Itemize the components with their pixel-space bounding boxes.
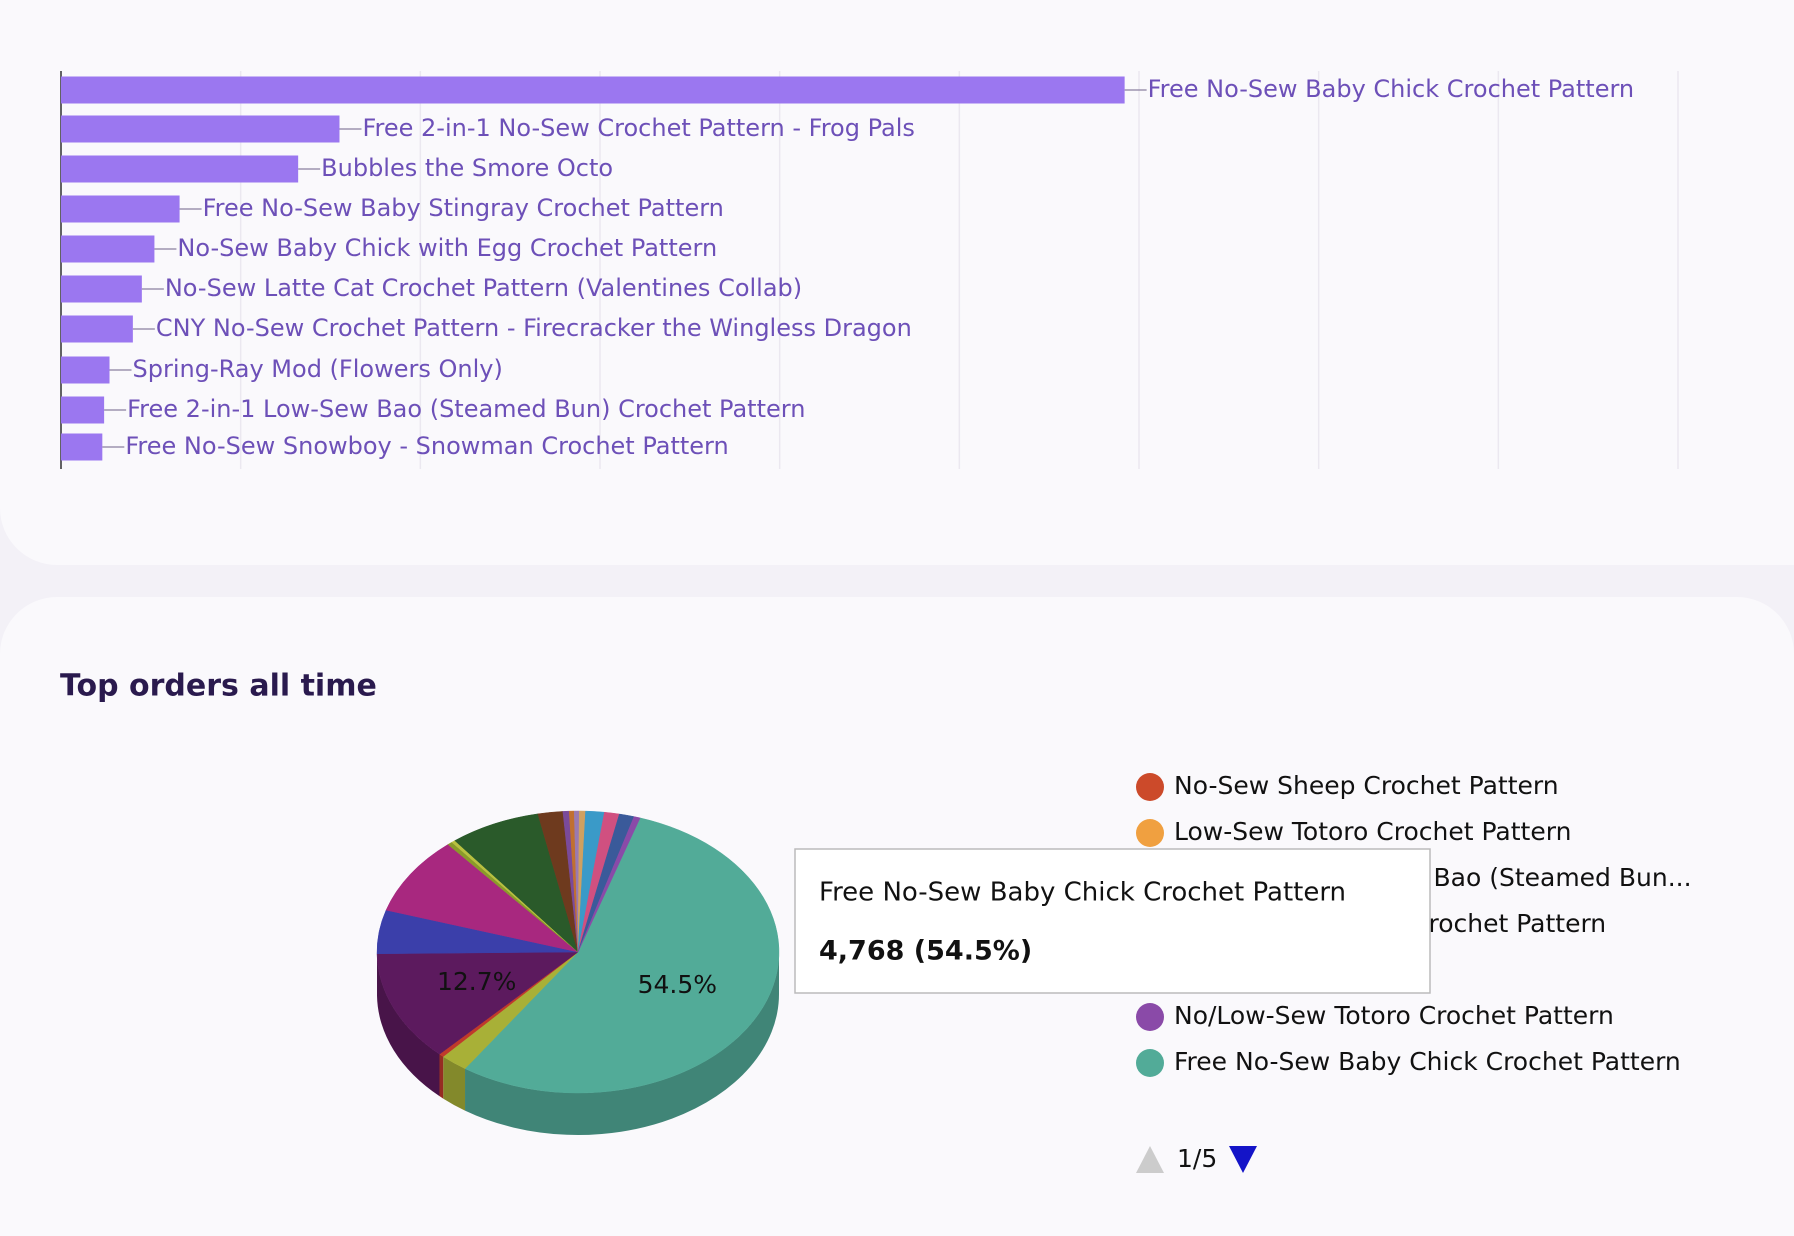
bar [61,115,340,143]
tooltip-title: Free No-Sew Baby Chick Crochet Pattern [819,878,1346,908]
slice[interactable] [577,816,641,953]
bar-label: Bubbles the Smore Octo [321,154,613,182]
bar-label: CNY No-Sew Crochet Pattern - Firecracker… [156,314,912,342]
bar-label: Free No-Sew Snowboy - Snowman Crochet Pa… [125,432,728,460]
legend-label[interactable]: Free No-Sew Baby Chick Crochet Pattern [1174,1047,1681,1076]
bar [61,356,110,384]
pager-text: 1/5 [1177,1144,1217,1173]
pager-down[interactable] [1229,1146,1257,1173]
bar-label: No-Sew Baby Chick with Egg Crochet Patte… [177,234,717,262]
bar-label: Free No-Sew Baby Stingray Crochet Patter… [203,194,724,222]
slice-side [377,953,440,1097]
bar [61,396,105,424]
bar [61,76,1125,104]
legend-label[interactable]: No-Sew Sheep Crochet Pattern [1174,771,1559,800]
tooltip-value: 4,768 (54.5%) [819,936,1032,967]
bar [61,155,299,183]
slice-side [443,1056,466,1111]
bar-label: Free 2-in-1 Low-Sew Bao (Steamed Bun) Cr… [127,395,805,423]
legend-swatch[interactable] [1136,1049,1164,1077]
tooltip-box [794,848,1431,994]
chart-title: Top orders all time [60,669,377,704]
bar-label: Spring-Ray Mod (Flowers Only) [133,355,503,383]
top-card [0,0,1794,565]
bar-label: Free 2-in-1 No-Sew Crochet Pattern - Fro… [362,114,914,142]
slice[interactable] [464,817,780,1094]
legend-swatch[interactable] [1136,773,1164,801]
legend-label[interactable]: No/Low-Sew Totoro Crochet Pattern [1174,1001,1614,1030]
legend-swatch[interactable] [1136,819,1164,847]
slice[interactable] [376,951,579,1055]
slice-side [439,1054,444,1099]
bar [61,235,155,263]
bar [61,195,180,223]
legend-swatch[interactable] [1136,1003,1164,1031]
bar [61,275,142,303]
bar [61,433,103,461]
legend-label[interactable]: Low-Sew Totoro Crochet Pattern [1174,817,1571,846]
slice-side [465,952,779,1135]
slice-label: 12.7% [437,967,516,996]
slice[interactable] [385,844,579,953]
slice-label: 54.5% [638,970,717,999]
bar-label: No-Sew Latte Cat Crochet Pattern (Valent… [165,274,802,302]
bar [61,315,133,343]
bar-label: Free No-Sew Baby Chick Crochet Pattern [1148,75,1635,103]
pager-up[interactable] [1136,1146,1164,1173]
